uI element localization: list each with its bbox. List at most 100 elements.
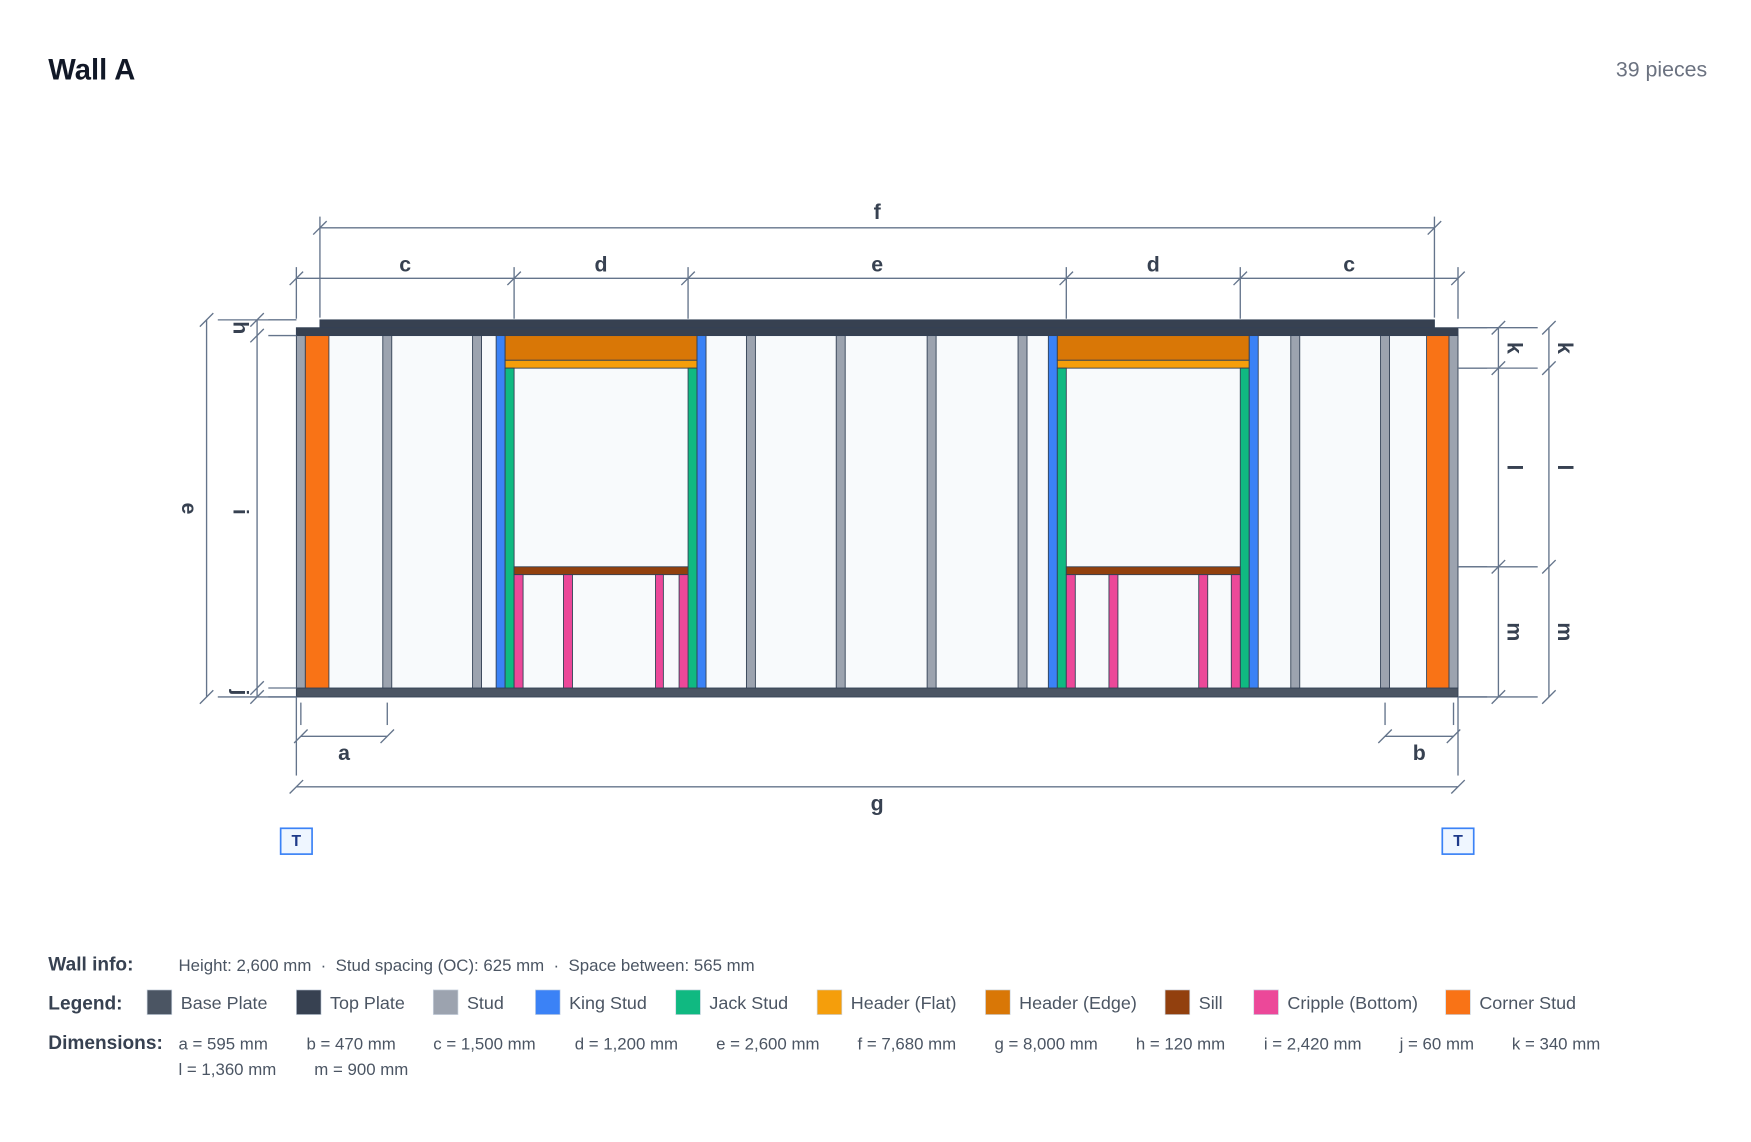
dimension-value: f = 7,680 mm <box>858 1034 957 1053</box>
dimension-label: e <box>177 502 201 514</box>
dimension-label: g <box>871 791 884 815</box>
piece <box>835 335 846 689</box>
dimension-value: j = 60 mm <box>1399 1034 1474 1053</box>
dimension-label: l <box>1553 465 1577 471</box>
dimension-label: d <box>1147 253 1160 277</box>
piece <box>1426 335 1450 689</box>
wall-background <box>296 335 1459 689</box>
dimension-line <box>380 729 395 744</box>
piece <box>495 335 506 689</box>
legend-label: Cripple (Bottom) <box>1287 993 1418 1013</box>
marker-box <box>279 827 313 855</box>
dimension-label: e <box>871 253 883 277</box>
dimension-label: k <box>1553 342 1577 354</box>
dimension-line <box>1541 320 1557 335</box>
dimension-label: c <box>399 253 411 277</box>
piece <box>1056 367 1067 689</box>
piece <box>513 566 689 576</box>
piece <box>1017 335 1028 689</box>
dimensions-graphic: f c d e d c e h i j k l m k l m a b g T T <box>177 200 1577 855</box>
piece <box>1198 574 1209 689</box>
piece <box>295 335 306 689</box>
legend-swatch <box>1445 989 1471 1015</box>
dimensions-label: Dimensions: <box>48 1033 163 1054</box>
dimension-value: a = 595 mm <box>179 1034 268 1053</box>
marker-label: T <box>292 833 302 850</box>
legend-swatch <box>146 989 173 1015</box>
dimension-line <box>1541 360 1557 376</box>
legend-swatch <box>535 989 561 1015</box>
legend-swatch <box>816 989 843 1015</box>
piece <box>504 359 698 369</box>
marker-label: T <box>1453 833 1463 850</box>
legend-swatch <box>432 989 459 1015</box>
dimension-label: k <box>1502 342 1526 354</box>
legend-label: Jack Stud <box>709 993 788 1013</box>
dimension-line <box>1377 729 1393 744</box>
piece <box>319 319 1435 329</box>
piece <box>745 335 756 689</box>
dimension-value: g = 8,000 mm <box>994 1034 1097 1053</box>
dimension-line <box>249 689 265 705</box>
dimension-label: f <box>874 200 882 224</box>
dimension-line <box>199 312 214 328</box>
dimension-label: c <box>1343 253 1355 277</box>
dimension-value: h = 120 mm <box>1136 1034 1225 1053</box>
piece <box>926 335 937 689</box>
dimension-value: i = 2,420 mm <box>1264 1034 1362 1053</box>
dimension-label: d <box>595 253 608 277</box>
dimension-label: a <box>338 741 350 765</box>
piece <box>1065 574 1076 689</box>
dimension-value: m = 900 mm <box>314 1060 408 1079</box>
legend-swatch <box>985 989 1011 1015</box>
dimension-value: k = 340 mm <box>1512 1034 1600 1053</box>
legend-label: King Stud <box>569 993 647 1013</box>
dimension-line <box>1450 779 1466 794</box>
dimension-value: d = 1,200 mm <box>575 1034 678 1053</box>
piece <box>1065 566 1241 576</box>
framing <box>295 319 1459 698</box>
legend-label: Base Plate <box>181 993 268 1013</box>
piece <box>295 687 1459 698</box>
piece <box>678 574 689 689</box>
legend-label: Stud <box>467 993 504 1013</box>
dimension-value: b = 470 mm <box>306 1034 395 1053</box>
info-label: Wall info: <box>48 954 133 975</box>
legend-label: Header (Edge) <box>1019 993 1137 1013</box>
marker-box <box>1441 827 1475 855</box>
piece <box>1047 335 1058 689</box>
piece-count: 39 pieces <box>1616 57 1707 81</box>
piece <box>1290 335 1301 689</box>
piece <box>382 335 393 689</box>
dimension-line <box>199 689 214 705</box>
dimension-label: l <box>1502 465 1526 471</box>
piece <box>1448 335 1459 689</box>
legend-swatch <box>675 989 701 1015</box>
title: Wall A <box>48 55 135 87</box>
dimension-label: j <box>228 689 252 696</box>
piece <box>472 335 483 689</box>
piece <box>504 367 515 689</box>
legend-label: Legend: <box>48 994 122 1015</box>
legend-label: Top Plate <box>330 993 405 1013</box>
dimension-line <box>249 680 265 696</box>
dimension-label: m <box>1553 622 1577 641</box>
piece <box>304 335 330 689</box>
dimension-label: b <box>1413 741 1426 765</box>
piece <box>1230 574 1241 689</box>
piece <box>1108 574 1119 689</box>
legend-swatch <box>296 989 322 1015</box>
legend-swatch <box>1253 989 1279 1015</box>
dimension-line <box>249 328 265 343</box>
dimension-label: h <box>228 321 252 334</box>
legend-label: Sill <box>1199 993 1223 1013</box>
dimension-line <box>249 312 265 328</box>
piece <box>1380 335 1390 689</box>
piece <box>1056 359 1250 369</box>
dimension-value: e = 2,600 mm <box>716 1034 819 1053</box>
piece <box>1239 367 1250 689</box>
dimension-line <box>1541 559 1557 575</box>
dimension-line <box>289 779 304 794</box>
